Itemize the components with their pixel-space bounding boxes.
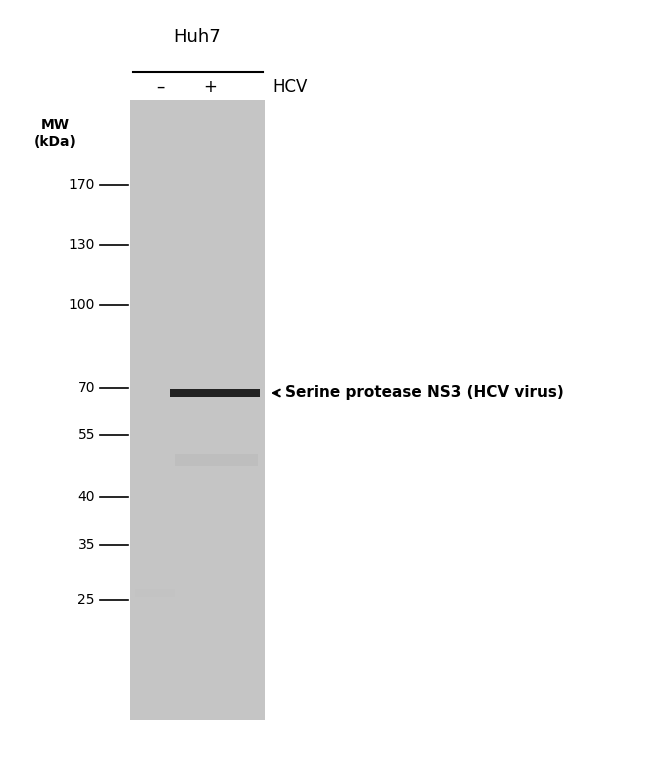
Text: Huh7: Huh7 [173,28,221,46]
Text: 70: 70 [77,381,95,395]
Bar [135,589,175,597]
Text: 35: 35 [77,538,95,552]
Text: +: + [203,78,217,96]
Text: 170: 170 [69,178,95,192]
Text: 100: 100 [69,298,95,312]
Text: 55: 55 [77,428,95,442]
Text: Serine protease NS3 (HCV virus): Serine protease NS3 (HCV virus) [285,385,564,401]
Text: MW
(kDa): MW (kDa) [34,118,77,149]
Bar [170,389,260,397]
Bar [130,100,265,720]
Text: HCV: HCV [272,78,307,96]
Bar [175,454,258,466]
Text: 25: 25 [77,593,95,607]
Text: 130: 130 [69,238,95,252]
Text: 40: 40 [77,490,95,504]
Text: –: – [156,78,164,96]
